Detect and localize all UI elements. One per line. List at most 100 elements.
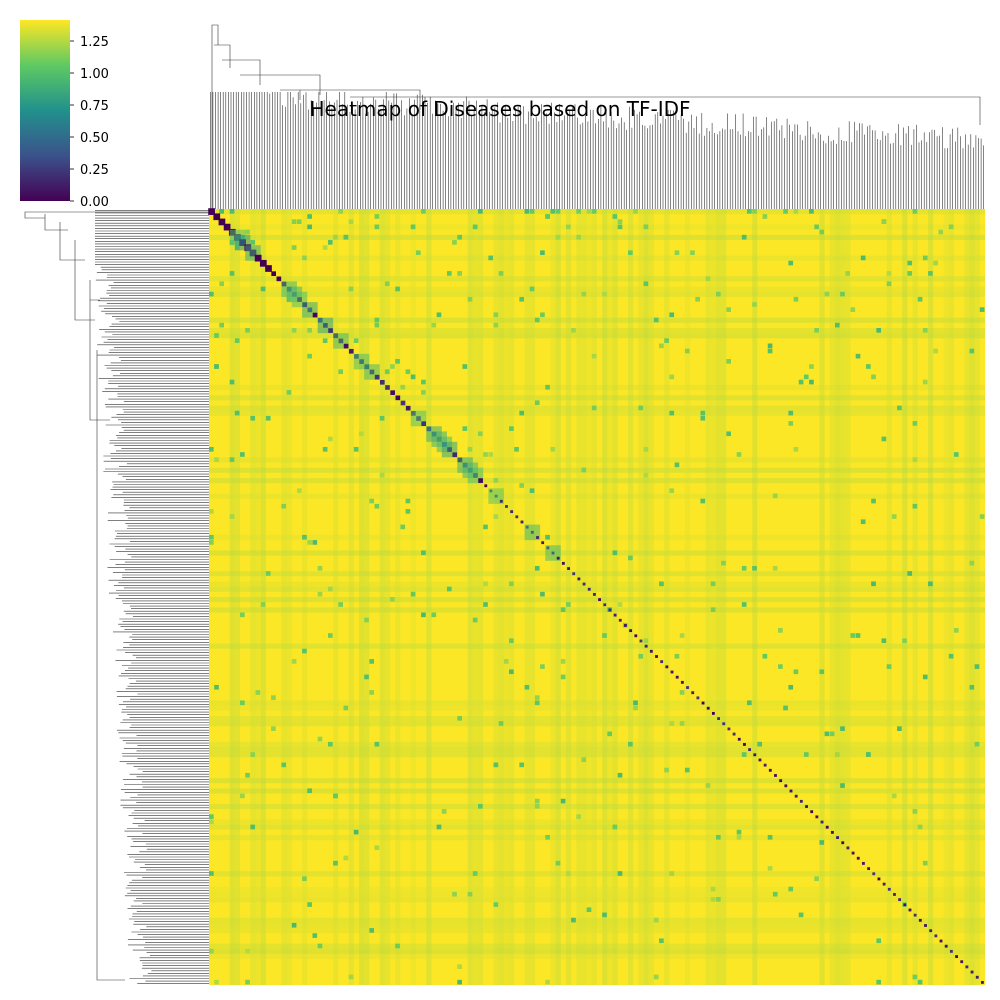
heatmap-column-band — [974, 209, 980, 985]
heatmap-cell — [369, 659, 375, 664]
heatmap-cell — [809, 379, 814, 385]
heatmap-diagonal-cell — [913, 913, 917, 917]
heatmap-diagonal-cell — [794, 794, 798, 798]
heatmap-cell — [581, 467, 587, 473]
heatmap-diagonal-cell — [400, 400, 406, 406]
heatmap-column-band — [586, 209, 592, 985]
heatmap-diagonal-cell — [499, 499, 503, 503]
heatmap-diagonal-cell — [841, 841, 845, 845]
heatmap-diagonal-cell — [208, 208, 215, 215]
heatmap-cell — [281, 762, 287, 768]
heatmap-diagonal-cell — [218, 218, 226, 226]
heatmap-column-band — [834, 209, 841, 985]
heatmap-row-band — [209, 705, 985, 711]
heatmap-cell — [736, 834, 742, 840]
heatmap-cell — [602, 291, 607, 297]
heatmap-cell — [922, 379, 928, 385]
heatmap-cell — [803, 752, 809, 757]
heatmap-cell — [710, 886, 716, 892]
heatmap-column-band — [840, 209, 846, 985]
heatmap-diagonal-cell — [592, 592, 596, 596]
heatmap-column-band — [426, 209, 432, 985]
heatmap-row-band — [209, 550, 985, 556]
heatmap-diagonal-cell — [452, 452, 458, 458]
heatmap-diagonal-cell — [520, 520, 524, 524]
heatmap-matrix — [208, 208, 985, 985]
heatmap-diagonal-cell — [572, 572, 576, 576]
heatmap-cell — [715, 834, 721, 840]
heatmap-cell — [307, 788, 312, 794]
heatmap-cell — [674, 250, 680, 256]
heatmap-cell — [327, 586, 333, 592]
heatmap-cell — [886, 664, 892, 669]
heatmap-cell — [783, 705, 788, 711]
heatmap-cell — [462, 364, 468, 369]
heatmap-cell — [545, 384, 550, 390]
heatmap-cell — [690, 250, 695, 256]
heatmap-cell — [550, 209, 556, 214]
heatmap-cell — [907, 260, 913, 266]
heatmap-cell — [798, 379, 804, 385]
heatmap-cell — [534, 317, 540, 323]
heatmap-diagonal-cell — [587, 587, 591, 591]
heatmap-diagonal-cell — [856, 856, 860, 860]
heatmap-cell — [333, 860, 338, 866]
heatmap-cell — [421, 209, 426, 214]
heatmap-cell — [296, 219, 302, 225]
heatmap-cell — [819, 229, 825, 235]
heatmap-diagonal-cell — [223, 223, 231, 231]
heatmap-cell — [850, 307, 856, 312]
heatmap-diagonal-cell — [732, 732, 736, 736]
heatmap-diagonal-cell — [608, 608, 612, 612]
heatmap-cell — [824, 731, 830, 737]
heatmap-row-band — [209, 467, 985, 473]
heatmap-cell — [612, 824, 618, 830]
heatmap-row-band — [209, 886, 985, 892]
heatmap-diagonal-cell — [644, 644, 648, 648]
heatmap-cell — [659, 343, 664, 349]
heatmap-cell — [922, 674, 928, 680]
heatmap-cell — [286, 390, 292, 395]
heatmap-cell — [462, 426, 468, 431]
heatmap-cell — [633, 209, 638, 214]
heatmap-cell — [467, 446, 473, 452]
heatmap-cell — [974, 741, 980, 747]
heatmap-cell — [421, 612, 426, 618]
heatmap-cell — [260, 286, 266, 292]
heatmap-diagonal-cell — [665, 665, 669, 669]
heatmap-row-band — [209, 721, 985, 727]
heatmap-cell — [229, 209, 235, 214]
heatmap-row-band — [209, 493, 985, 499]
heatmap-cell — [922, 327, 928, 333]
heatmap-cell — [881, 219, 887, 225]
heatmap-cell — [653, 917, 659, 923]
heatmap-column-band — [467, 209, 473, 985]
heatmap-diagonal-cell — [618, 618, 622, 622]
heatmap-cell — [219, 209, 225, 214]
heatmap-column-band — [902, 209, 908, 985]
heatmap-cell — [591, 209, 597, 214]
heatmap-column-band — [498, 209, 504, 985]
heatmap-cell — [679, 721, 685, 726]
heatmap-cell — [271, 726, 276, 731]
heatmap-cell — [209, 871, 214, 876]
heatmap-row-band — [209, 752, 985, 758]
heatmap-cell — [374, 503, 380, 509]
heatmap-diagonal-cell — [634, 634, 638, 638]
heatmap-column-band — [302, 209, 308, 985]
heatmap-row-band — [209, 871, 985, 877]
heatmap-cell — [871, 581, 876, 587]
heatmap-column-band — [333, 209, 339, 985]
heatmap-row-band — [209, 819, 985, 825]
heatmap-cell — [265, 415, 271, 421]
heatmap-row-band — [209, 478, 985, 484]
heatmap-cell — [643, 446, 649, 452]
heatmap-cell — [514, 446, 519, 452]
heatmap-cell — [312, 933, 318, 938]
heatmap-cell — [457, 271, 462, 276]
heatmap-cell — [483, 581, 488, 587]
heatmap-cell — [669, 721, 675, 726]
heatmap-row-band — [209, 715, 985, 722]
heatmap-diagonal-cell — [727, 727, 731, 731]
heatmap-cell — [524, 209, 530, 214]
